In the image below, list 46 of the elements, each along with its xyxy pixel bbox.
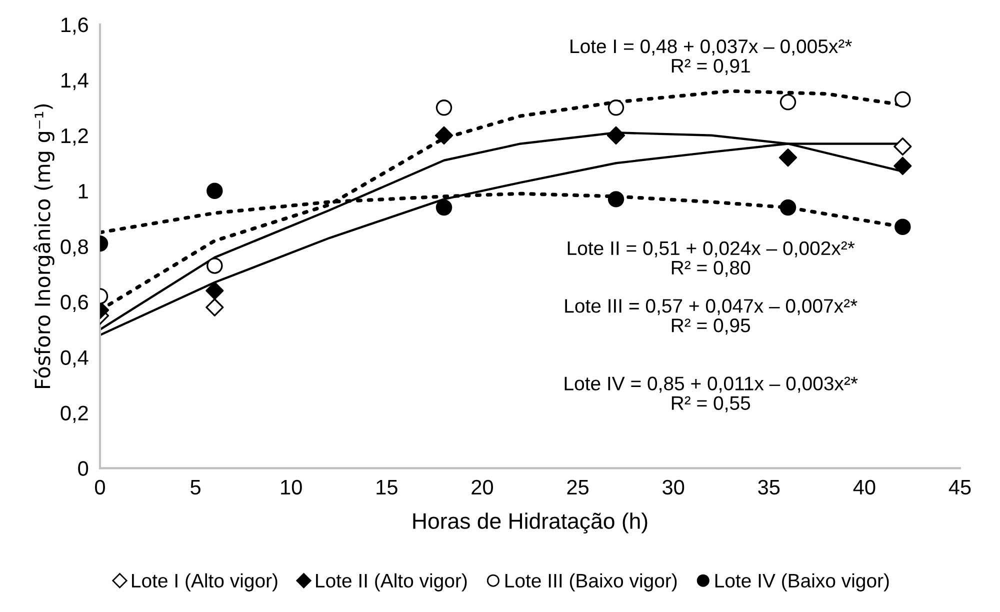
point: [434, 126, 454, 144]
legend-label: Lote IV (Baixo vigor): [715, 573, 889, 592]
annotation: Lote IV = 0,85 + 0,011x – 0,003x²* R² = 0,55: [564, 376, 858, 412]
point: [780, 94, 796, 110]
point: [780, 199, 796, 216]
y-tick-label: 0: [78, 461, 88, 476]
y-tick-label: 1: [78, 184, 88, 198]
x-tick-label: 35: [758, 480, 780, 495]
point: [206, 298, 224, 316]
x-tick-label: 45: [948, 480, 971, 495]
point: [894, 91, 911, 108]
x-tick-label: 10: [281, 480, 302, 495]
x-tick-label: 30: [662, 480, 684, 495]
point: [894, 137, 912, 156]
legend-label: Lote II (Alto vigor): [316, 573, 467, 592]
y-tick-label: 0,4: [60, 350, 88, 368]
point: [894, 218, 911, 236]
point: [206, 258, 223, 274]
point: [608, 191, 624, 208]
x-tick-label: 20: [472, 480, 493, 495]
point: [436, 199, 452, 216]
point: [206, 282, 224, 300]
point: [606, 126, 626, 144]
x-tick-label: 5: [190, 480, 200, 495]
point: [608, 100, 624, 116]
x-tick-label: 25: [567, 480, 588, 495]
y-tick-label: 1,4: [62, 73, 88, 90]
point: [778, 148, 798, 167]
x-tick-label: 15: [376, 480, 398, 495]
x-axis-title: Horas de Hidratação (h): [413, 512, 648, 534]
y-tick-label: 1,6: [62, 17, 88, 35]
point: [206, 182, 223, 199]
x-tick-label: 0: [95, 480, 105, 495]
annotation: Lote II = 0,51 + 0,024x – 0,002x²* R² = 0,80: [568, 241, 855, 277]
legend-label: Lote I (Alto vigor): [132, 573, 278, 592]
x-tick-label: 40: [853, 480, 876, 495]
y-tick-label: 0,2: [60, 406, 88, 423]
y-tick-label: 0,8: [60, 239, 88, 257]
annotation: Lote III = 0,57 + 0,047x – 0,007x²* R² = 0,95: [565, 299, 858, 335]
y-tick-label: 1,2: [62, 128, 88, 146]
point: [436, 100, 452, 116]
annotation: Lote I = 0,48 + 0,037x – 0,005x²* R² = 0,91: [570, 39, 852, 76]
legend-label: Lote III (Baixo vigor): [505, 573, 677, 592]
y-axis-title: Fósforo Inorgânico (mg g⁻¹): [33, 104, 54, 388]
y-tick-label: 0,6: [60, 294, 88, 312]
point: [894, 156, 912, 175]
